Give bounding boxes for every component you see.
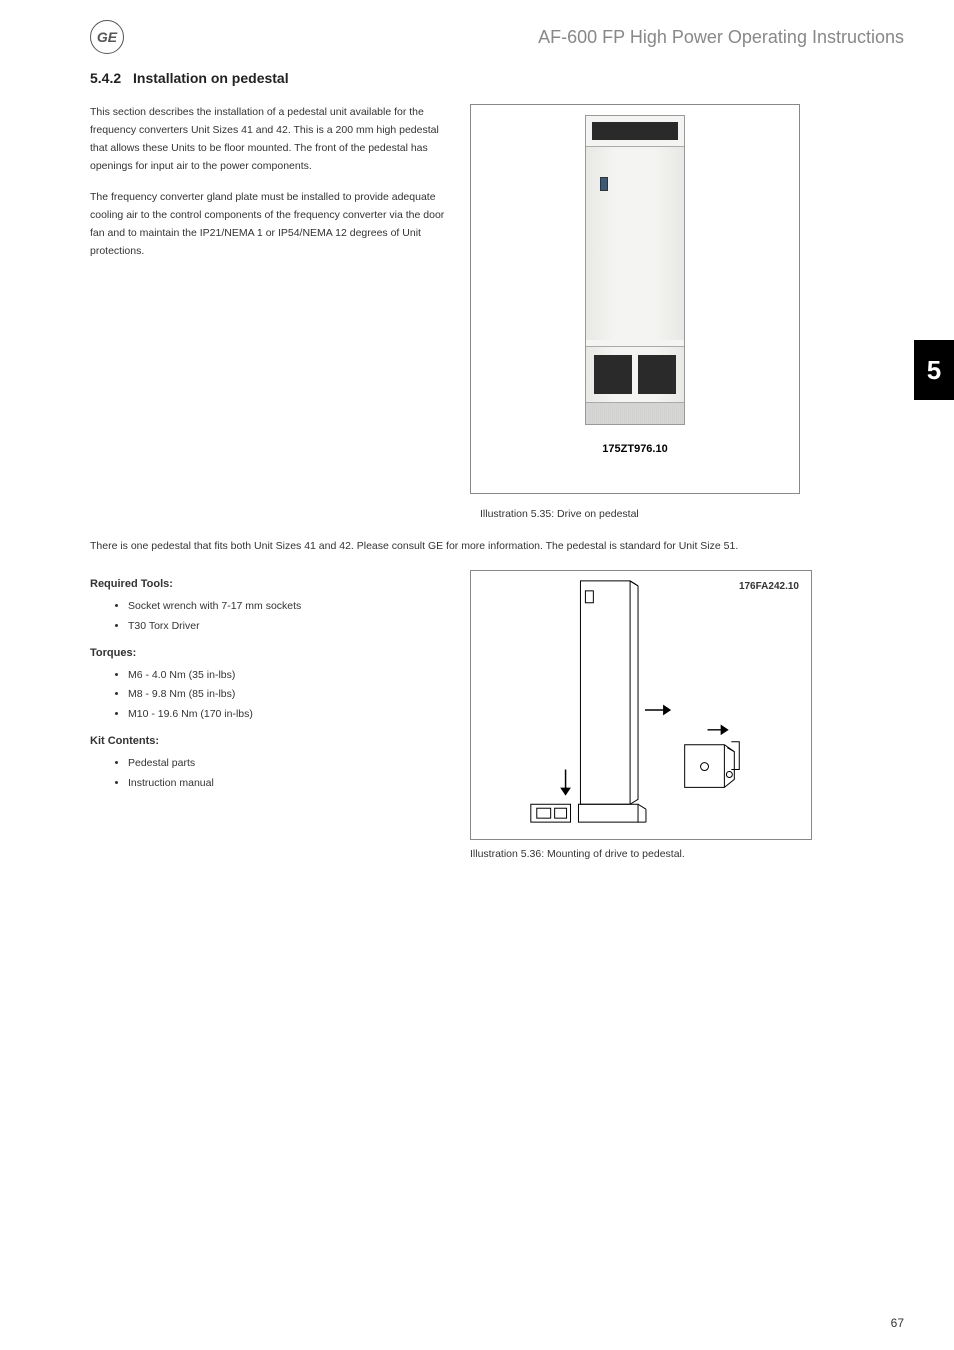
figure-2-wrap: 176FA242.10 xyxy=(470,570,830,860)
lists-column: Required Tools: Socket wrench with 7-17 … xyxy=(90,570,450,860)
page-number: 67 xyxy=(891,1316,904,1330)
torques-list: M6 - 4.0 Nm (35 in-lbs) M8 - 9.8 Nm (85 … xyxy=(90,666,450,726)
list-item: M8 - 9.8 Nm (85 in-lbs) xyxy=(128,685,450,705)
intro-text: This section describes the installation … xyxy=(90,104,450,494)
drive-lcd xyxy=(600,177,608,191)
figure-1-wrap: 175ZT976.10 xyxy=(470,104,800,494)
torques-heading: Torques: xyxy=(90,643,450,664)
page-header: GE AF-600 FP High Power Operating Instru… xyxy=(50,20,904,54)
required-tools-heading: Required Tools: xyxy=(90,574,450,595)
chapter-tab: 5 xyxy=(914,340,954,400)
pedestal-base xyxy=(586,402,684,424)
document-title: AF-600 FP High Power Operating Instructi… xyxy=(538,27,904,48)
drive-top-grille xyxy=(592,122,678,140)
figure-2: 176FA242.10 xyxy=(470,570,812,840)
list-item: Instruction manual xyxy=(128,774,450,794)
drive-on-pedestal-illustration xyxy=(585,115,685,425)
paragraph-2: The frequency converter gland plate must… xyxy=(90,189,450,260)
section-number: 5.4.2 xyxy=(90,70,121,86)
figure-1: 175ZT976.10 xyxy=(470,104,800,494)
list-item: T30 Torx Driver xyxy=(128,617,450,637)
figure-2-ref: 176FA242.10 xyxy=(739,581,799,592)
intro-row: This section describes the installation … xyxy=(90,104,904,494)
figure-2-caption: Illustration 5.36: Mounting of drive to … xyxy=(470,848,830,860)
figure-1-ref: 175ZT976.10 xyxy=(602,443,667,455)
vent-slot xyxy=(638,355,676,394)
details-row: Required Tools: Socket wrench with 7-17 … xyxy=(90,570,904,860)
drive-vents xyxy=(586,346,684,402)
list-item: Socket wrench with 7-17 mm sockets xyxy=(128,597,450,617)
kit-contents-list: Pedestal parts Instruction manual xyxy=(90,754,450,794)
paragraph-1: This section describes the installation … xyxy=(90,104,450,175)
drive-panel xyxy=(586,146,684,340)
list-item: Pedestal parts xyxy=(128,754,450,774)
logo-glyph: GE xyxy=(97,29,117,45)
kit-contents-heading: Kit Contents: xyxy=(90,731,450,752)
section-heading: 5.4.2 Installation on pedestal xyxy=(90,70,904,86)
mounting-illustration xyxy=(471,571,811,839)
vent-slot xyxy=(594,355,632,394)
figure-1-caption: Illustration 5.35: Drive on pedestal xyxy=(480,508,904,520)
ge-logo: GE xyxy=(90,20,124,54)
mid-paragraph: There is one pedestal that fits both Uni… xyxy=(90,538,904,556)
required-tools-list: Socket wrench with 7-17 mm sockets T30 T… xyxy=(90,597,450,637)
list-item: M10 - 19.6 Nm (170 in-lbs) xyxy=(128,705,450,725)
section-title-text: Installation on pedestal xyxy=(133,70,289,86)
list-item: M6 - 4.0 Nm (35 in-lbs) xyxy=(128,666,450,686)
